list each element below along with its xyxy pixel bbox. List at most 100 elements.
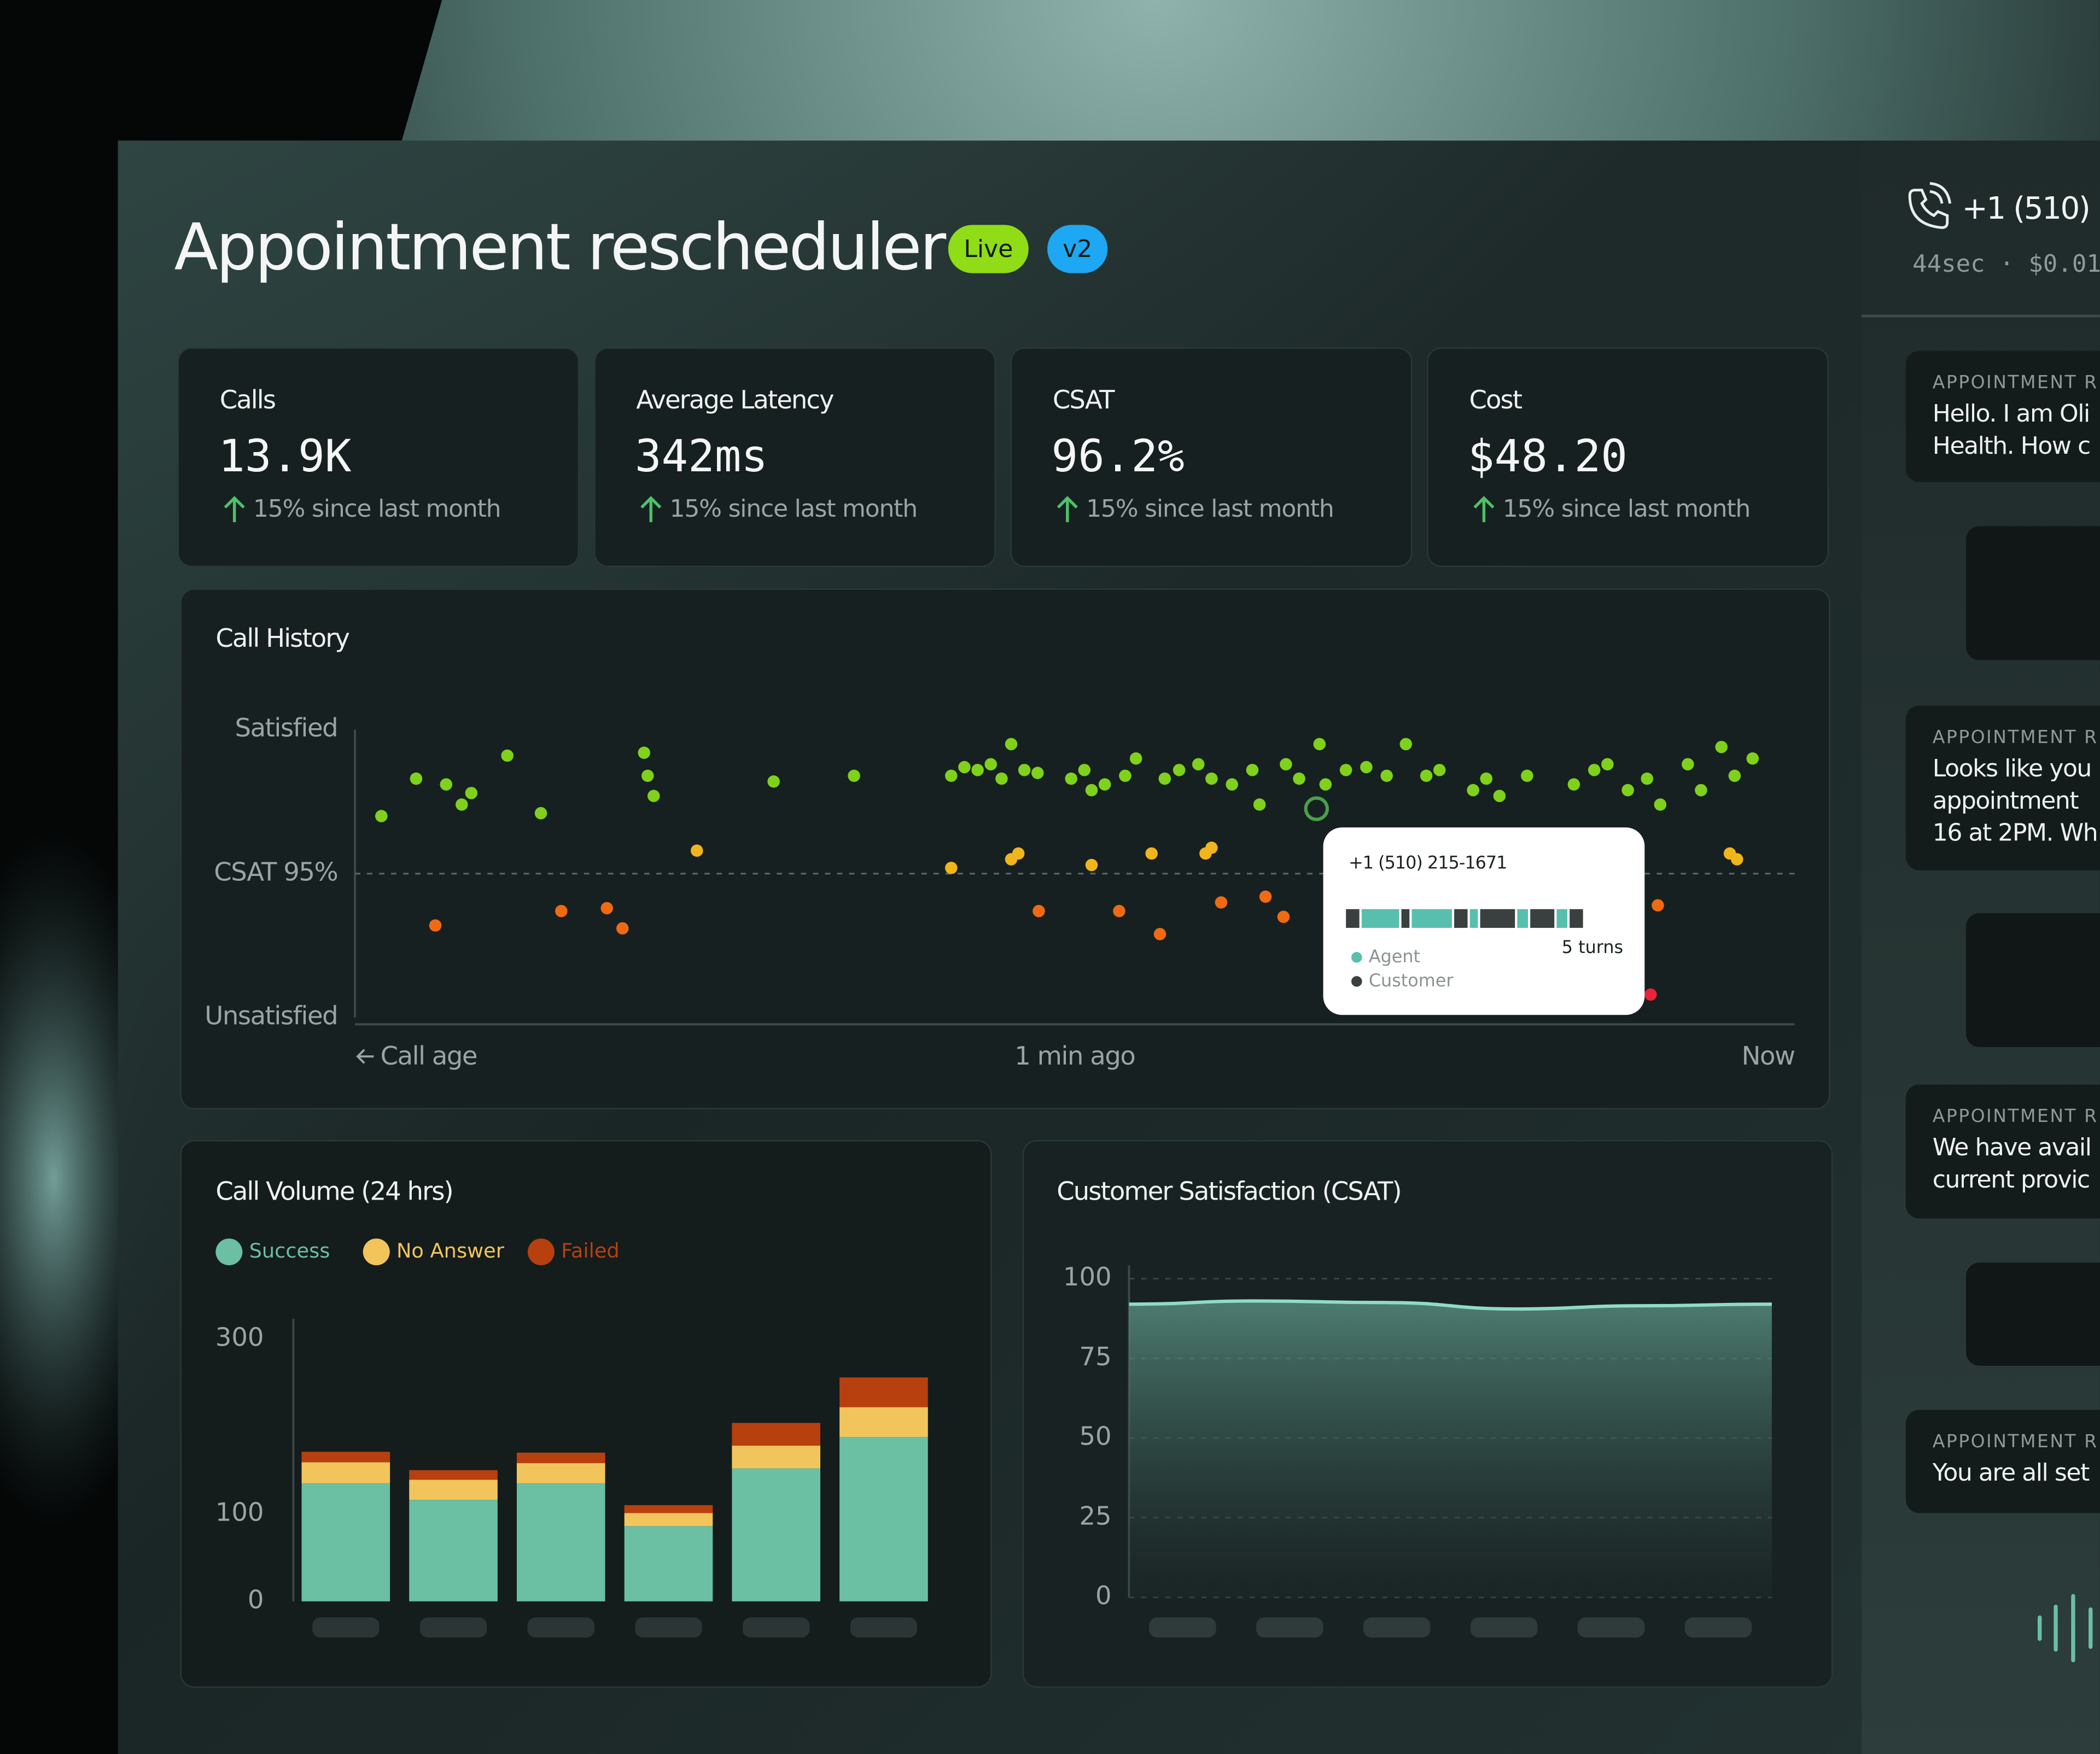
tooltip-turns: 5 turns [1562,937,1623,957]
x-tick-label: Now [1742,1041,1795,1071]
tooltip-legend-dot [1351,976,1362,987]
badge-label: Live [964,235,1013,263]
call-point [1246,764,1259,776]
call-point [1032,905,1045,917]
delta-arrow [224,496,245,523]
call-point [1293,772,1305,785]
bar-segment [409,1470,498,1480]
x-label-placeholder [1684,1617,1752,1638]
call-point [945,862,958,874]
bar-segment [301,1452,390,1463]
call-age-arrow [356,1049,374,1064]
bar-segment [516,1452,605,1464]
call-point [1567,778,1580,791]
call-point [1192,758,1205,771]
call-point [1018,764,1031,776]
x-label-placeholder [1577,1617,1645,1638]
message-line: We have avail [1933,1133,2091,1161]
stat-label: Calls [220,385,275,414]
legend-dot [215,1238,243,1266]
call-point [1682,758,1694,771]
call-point [848,769,860,782]
stat-card [177,347,580,568]
bar-segment [516,1463,605,1483]
stat-value: $48.20 [1468,431,1628,482]
call-point [958,761,971,774]
panel-title: Call Volume (24 hrs) [215,1176,452,1206]
y-tick-label: CSAT 95% [214,857,337,886]
call-point [440,778,453,791]
call-point [1113,905,1125,917]
reply-bubble [1966,1262,2100,1366]
legend-dot [527,1238,555,1266]
y-tick-label: 100 [215,1497,264,1527]
call-point [1065,772,1077,785]
turn-segment [1361,909,1399,928]
badge-label: v2 [1063,235,1092,263]
reply-bubble [1966,526,2100,660]
call-point [1319,778,1332,791]
y-tick-label: 0 [1095,1581,1112,1610]
tooltip-legend-dot [1351,952,1362,963]
call-point [555,905,568,917]
turn-segment [1556,909,1567,928]
y-tick-label: Satisfied [235,713,338,742]
tooltip-legend-label: Customer [1369,970,1454,991]
y-tick-label: 25 [1079,1501,1111,1530]
message-label: APPOINTMENT R [1933,1105,2098,1126]
call-point [501,749,514,762]
call-point [767,775,780,788]
call-point [1098,778,1111,791]
call-point [1746,752,1759,765]
x-label-placeholder [1470,1617,1538,1638]
bar-segment [301,1462,390,1483]
tooltip-phone: +1 (510) 215-1671 [1349,852,1507,873]
call-point [1521,769,1533,782]
call-point [1399,738,1413,751]
delta-arrow [1057,496,1078,523]
call-point [1280,758,1292,771]
legend-label: Failed [561,1239,620,1262]
call-point [1652,899,1664,912]
message-label: APPOINTMENT R [1933,726,2098,747]
call-point [1085,858,1098,872]
call-point [616,922,629,935]
stat-label: Average Latency [636,385,834,414]
bar-segment [301,1483,390,1601]
message-line: You are all set [1932,1459,2090,1487]
call-point [1119,769,1131,782]
call-point [1158,772,1171,785]
call-point [429,919,442,932]
call-point [1644,988,1657,1001]
turn-segment [1517,909,1528,928]
message-card [1905,1410,2100,1513]
legend-label: Success [249,1239,330,1262]
call-point [1728,769,1741,782]
x-label-placeholder [850,1617,918,1638]
turn-segment [1469,909,1478,928]
message-label: APPOINTMENT R [1933,371,2098,393]
call-point [600,902,613,915]
legend-dot [363,1238,390,1266]
call-point [1380,769,1393,782]
call-point [1420,769,1433,782]
x-label-placeholder [635,1617,702,1638]
call-point [456,798,468,811]
badge [1047,225,1108,273]
turn-segment [1570,909,1583,928]
call-point [1715,740,1728,753]
call-point [1480,772,1493,785]
stat-card [594,347,996,568]
stat-label: CSAT [1053,385,1115,414]
call-point [465,787,478,799]
bar-segment [409,1500,498,1601]
call-point [1145,847,1158,860]
call-meta: 44sec · $0.01 [1912,250,2100,278]
message-line: Health. How c [1933,432,2090,460]
call-point [1005,738,1018,751]
call-point [641,769,654,782]
message-line: current provic [1933,1166,2090,1194]
bar-segment [409,1480,498,1500]
call-point [945,769,958,782]
call-point [375,810,388,822]
